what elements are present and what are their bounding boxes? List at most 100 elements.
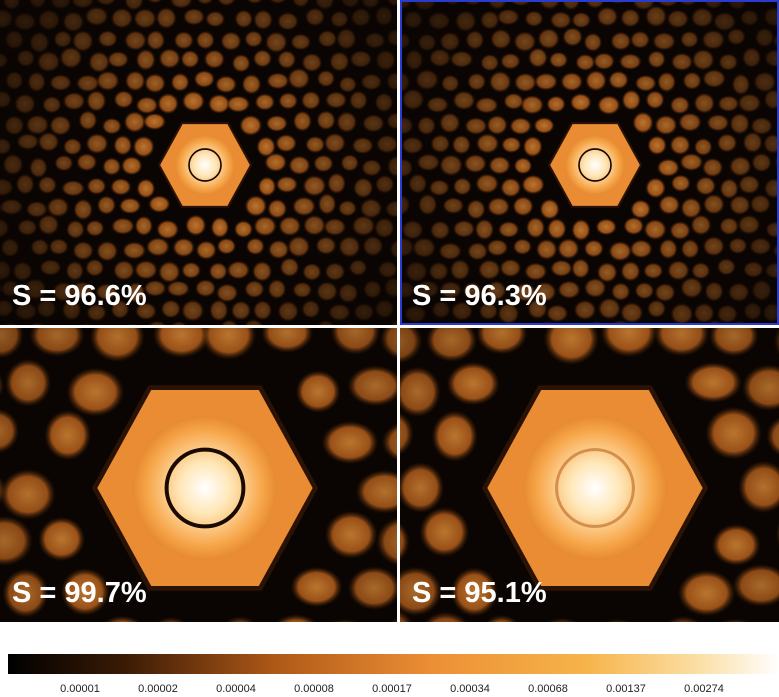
speckle [654, 114, 678, 136]
speckle [29, 157, 48, 179]
speckle [701, 29, 726, 50]
speckle [513, 31, 537, 53]
colorbar-tick-label: 0.00004 [216, 683, 256, 695]
colorbar-tick-label: 0.00002 [138, 683, 178, 695]
speckle [375, 49, 397, 71]
speckle [156, 616, 186, 622]
speckle [37, 175, 58, 195]
speckle [203, 49, 225, 69]
speckle [381, 423, 397, 462]
speckle [400, 32, 411, 50]
speckle [620, 8, 641, 28]
speckle [72, 241, 94, 261]
speckle [220, 31, 242, 51]
speckle [37, 214, 60, 236]
speckle [763, 89, 779, 110]
speckle [546, 95, 566, 113]
speckle [595, 218, 617, 236]
speckle [451, 134, 471, 155]
speckle [467, 242, 488, 261]
speckle [28, 0, 47, 9]
speckle [245, 237, 265, 256]
speckle [452, 219, 476, 238]
speckle [670, 302, 694, 325]
speckle [290, 566, 343, 608]
speckle [720, 618, 751, 622]
speckle [477, 259, 501, 281]
speckle [547, 218, 567, 240]
speckle [216, 237, 237, 255]
speckle [277, 300, 299, 322]
speckle [61, 180, 85, 197]
speckle [571, 219, 591, 241]
speckle [173, 31, 194, 50]
speckle [226, 260, 251, 280]
speckle [193, 70, 215, 88]
speckle [418, 193, 438, 216]
speckle [677, 569, 736, 617]
speckle [277, 50, 297, 69]
speckle [416, 116, 436, 136]
speckle [571, 258, 590, 279]
speckle [678, 112, 702, 132]
speckle [364, 32, 386, 49]
speckle [666, 616, 701, 622]
speckle [751, 152, 772, 173]
speckle [135, 96, 159, 115]
speckle [78, 110, 98, 131]
speckle [428, 48, 452, 68]
speckle [666, 9, 690, 29]
speckle [546, 617, 579, 622]
speckle [693, 92, 716, 114]
speckle [729, 156, 752, 177]
speckle [693, 302, 715, 324]
colorbar-tick-label: 0.00034 [450, 683, 490, 695]
speckle [704, 281, 724, 302]
speckle [0, 237, 20, 258]
speckle [361, 0, 380, 9]
speckle [737, 214, 761, 235]
colorbar-tick-label: 0.00008 [294, 683, 334, 695]
speckle [718, 53, 739, 71]
speckle [86, 177, 107, 195]
speckle [464, 117, 488, 135]
speckle [485, 614, 519, 622]
speckle [621, 89, 641, 111]
speckle [645, 177, 666, 199]
speckle [267, 278, 287, 300]
speckle [690, 214, 712, 236]
speckle [0, 469, 56, 520]
speckle [749, 194, 771, 214]
speckle [727, 0, 747, 11]
faint-ring [555, 448, 635, 528]
speckle [239, 114, 263, 136]
speckle [428, 179, 450, 197]
speckle [89, 328, 145, 363]
speckle [253, 9, 273, 31]
speckle [337, 282, 359, 304]
speckle [113, 259, 135, 281]
speckle [157, 93, 179, 115]
speckle [450, 567, 498, 617]
speckle [5, 70, 24, 90]
speckle [534, 72, 558, 91]
speckle [230, 300, 252, 321]
speckle [400, 522, 410, 562]
speckle [520, 95, 544, 115]
speckle [632, 111, 654, 134]
speckle [316, 110, 336, 131]
speckle [693, 137, 713, 157]
speckle [12, 261, 33, 282]
speckle [426, 328, 478, 362]
speckle [215, 75, 237, 94]
speckle [195, 30, 215, 50]
dark-ring [164, 447, 246, 529]
speckle [480, 10, 500, 30]
speckle [96, 240, 119, 262]
speckle [217, 0, 236, 7]
speckle [486, 239, 509, 257]
speckle [166, 280, 190, 297]
speckle [182, 8, 206, 26]
speckle [336, 111, 358, 133]
speckle [96, 195, 116, 215]
